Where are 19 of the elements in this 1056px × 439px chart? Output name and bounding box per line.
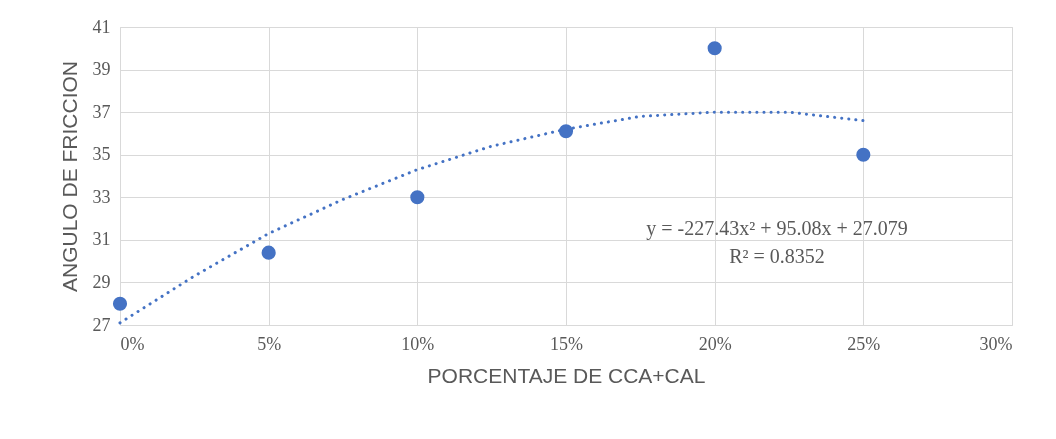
x-tick-label: 15% xyxy=(550,333,583,354)
y-tick-label: 37 xyxy=(92,101,111,122)
y-tick-label: 29 xyxy=(92,271,111,292)
annotation: y = -227.43x² + 95.08x + 27.079 xyxy=(646,217,908,240)
y-axis-title: ANGULO DE FRICCION xyxy=(57,60,81,293)
y-tick-label: 35 xyxy=(92,144,111,165)
annotation: R² = 0.8352 xyxy=(729,245,825,267)
x-axis-title: PORCENTAJE DE CCA+CAL xyxy=(427,363,706,387)
y-tick-label: 41 xyxy=(92,16,111,37)
y-tick-label: 33 xyxy=(92,186,111,207)
y-tick-label: 39 xyxy=(92,59,111,80)
y-tick-label: 27 xyxy=(92,314,111,335)
x-tick-label: 20% xyxy=(698,333,732,354)
x-tick-label: 0% xyxy=(120,333,145,354)
x-tick-label: 30% xyxy=(979,333,1013,354)
x-tick-label: 5% xyxy=(257,333,282,354)
x-tick-label: 25% xyxy=(847,333,881,354)
x-tick-label: 10% xyxy=(401,333,435,354)
y-tick-label: 31 xyxy=(92,229,111,250)
